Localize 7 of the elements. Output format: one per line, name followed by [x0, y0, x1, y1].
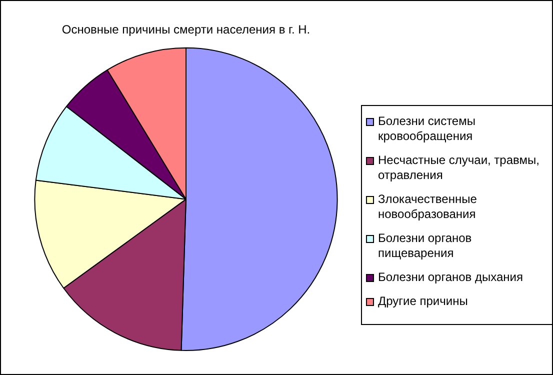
legend-label: Несчастные случаи, травмы, отравления	[378, 153, 540, 183]
chart-title: Основные причины смерти населения в г. Н.	[62, 22, 310, 37]
legend-label: Другие причины	[378, 294, 468, 309]
legend-label: Болезни системы кровообращения	[378, 114, 476, 144]
legend-label: Болезни органов пищеварения	[378, 231, 473, 261]
legend-label: Болезни органов дыхания	[378, 270, 524, 285]
legend-label: Злокачественные новообразования	[378, 192, 478, 222]
